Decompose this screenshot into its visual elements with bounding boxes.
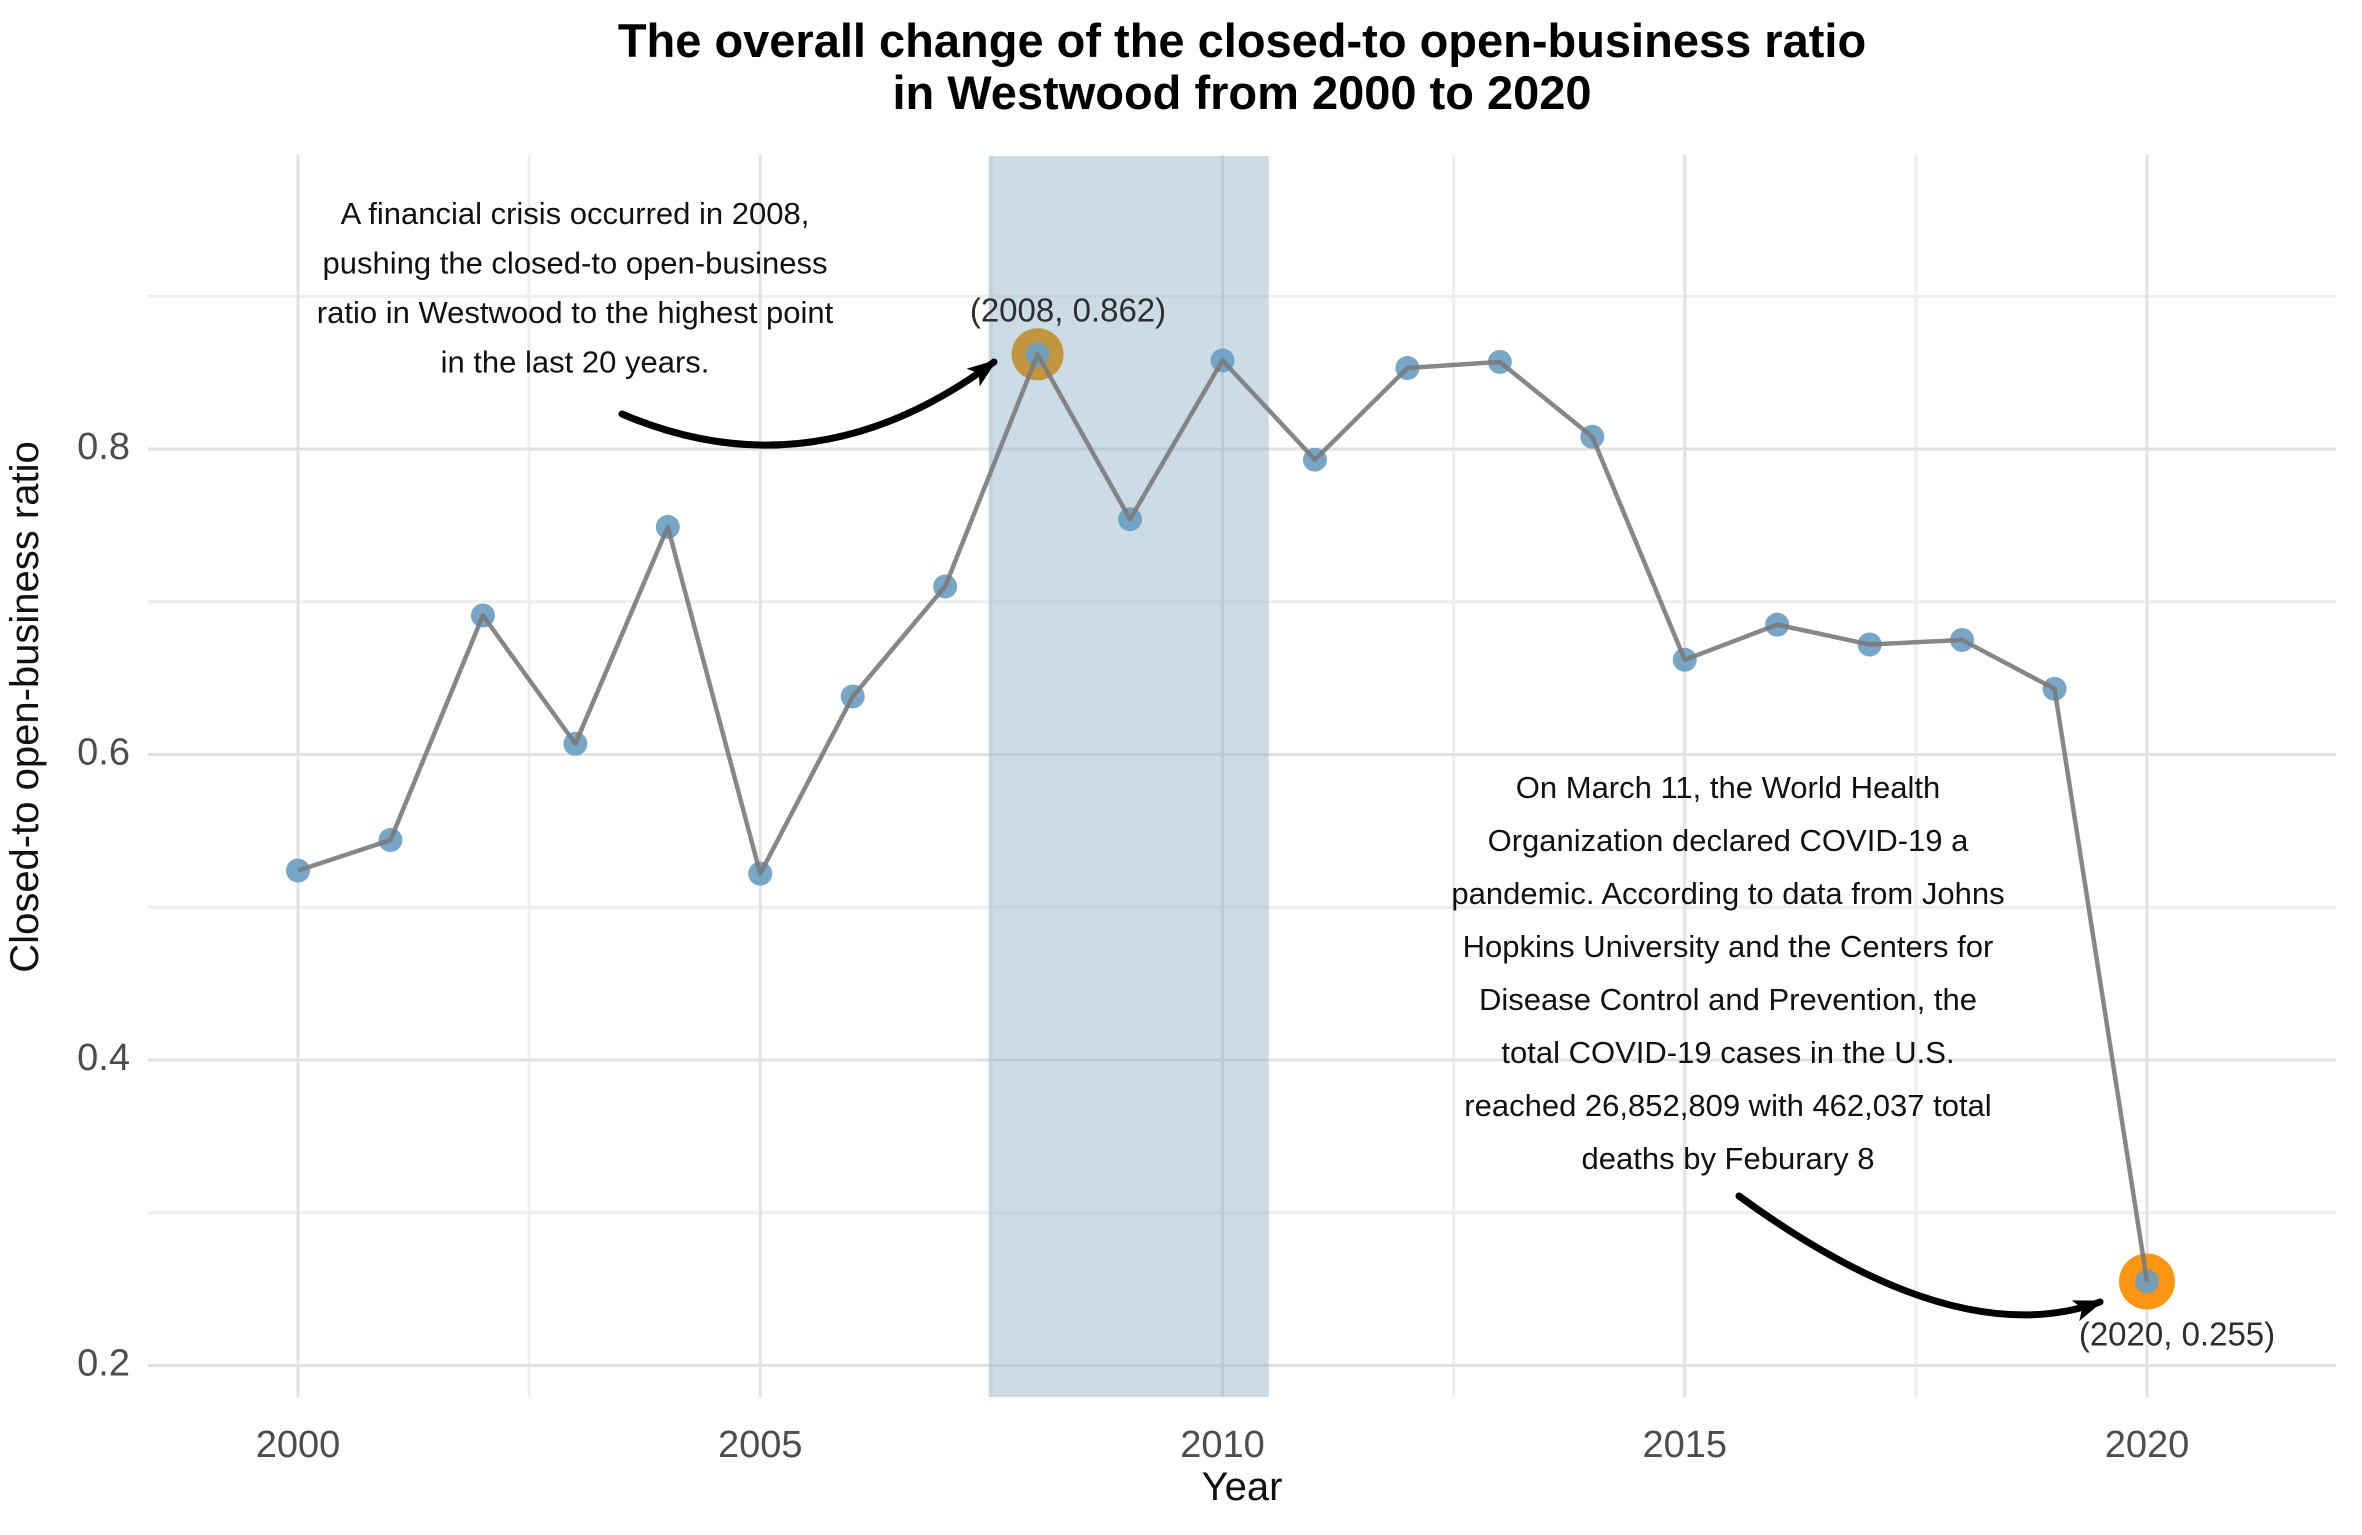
data-line (297, 352, 2150, 1282)
y-tick-0.8: 0.8 (77, 426, 130, 468)
y-tick-0.6: 0.6 (77, 732, 130, 774)
chart-title-line-2: in Westwood from 2000 to 2020 (892, 66, 1591, 119)
grid-major (148, 155, 2336, 1397)
x-tick-labels: 2000 2005 2010 2015 2020 (256, 1424, 2190, 1466)
annotation-line: deaths by Feburary 8 (1582, 1141, 1875, 1176)
x-tick-2010: 2010 (1180, 1424, 1265, 1466)
annotation-line: Organization declared COVID-19 a (1488, 823, 1970, 858)
annotation-line: ratio in Westwood to the highest point (317, 295, 834, 330)
x-tick-2005: 2005 (718, 1424, 803, 1466)
y-tick-0.4: 0.4 (77, 1037, 130, 1079)
x-tick-2000: 2000 (256, 1424, 341, 1466)
y-tick-labels: 0.2 0.4 0.6 0.8 (77, 426, 130, 1385)
annotation-line: total COVID-19 cases in the U.S. (1501, 1035, 1954, 1070)
x-tick-2020: 2020 (2105, 1424, 2190, 1466)
annotation-line: reached 26,852,809 with 462,037 total (1464, 1088, 1991, 1123)
chart-title-line-1: The overall change of the closed-to open… (618, 14, 1866, 67)
point-label-2008: (2008, 0.862) (970, 292, 1166, 329)
y-axis-title: Closed-to open-business ratio (3, 441, 47, 972)
annotation-line: Disease Control and Prevention, the (1479, 982, 1977, 1017)
annotation-financial-crisis: A financial crisis occurred in 2008, push… (317, 196, 834, 379)
data-series (286, 328, 2175, 1310)
arrow-to-2008-point (618, 358, 998, 449)
annotation-line: pandemic. According to data from Johns (1451, 876, 2004, 911)
annotation-covid: On March 11, the World Health Organizatio… (1451, 770, 2004, 1176)
point-label-2020: (2020, 0.255) (2079, 1316, 2275, 1353)
arrow-to-2020-point (1735, 1192, 2104, 1322)
x-axis-title: Year (1202, 1465, 1283, 1509)
annotation-line: in the last 20 years. (441, 344, 710, 379)
annotation-line: pushing the closed-to open-business (323, 246, 828, 281)
annotation-line: A financial crisis occurred in 2008, (341, 196, 810, 231)
x-tick-2015: 2015 (1642, 1424, 1727, 1466)
annotation-line: Hopkins University and the Centers for (1463, 929, 1994, 964)
annotation-line: On March 11, the World Health (1516, 770, 1940, 805)
y-tick-0.2: 0.2 (77, 1343, 130, 1385)
